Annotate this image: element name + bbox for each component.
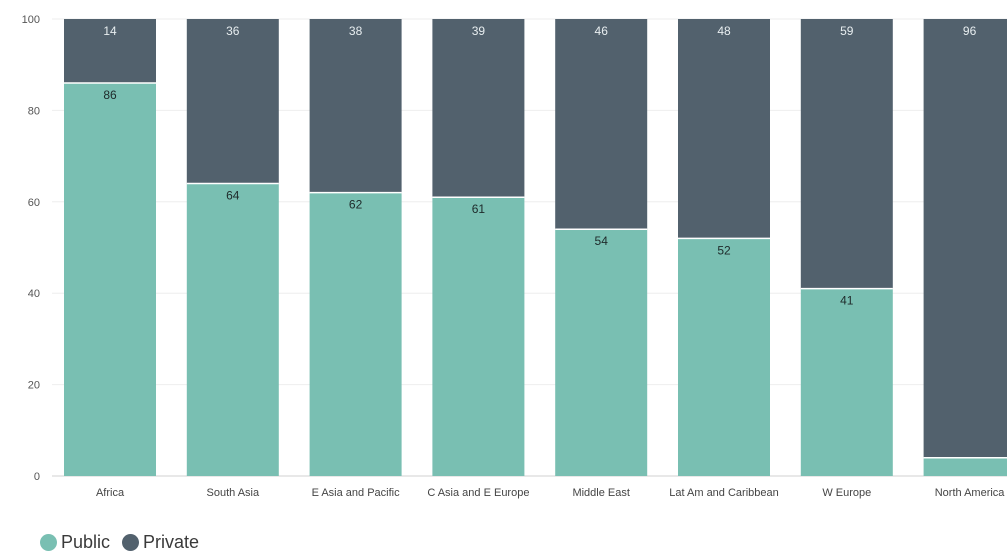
data-label-private: 59 [840, 24, 854, 38]
data-label-public: 62 [349, 198, 363, 212]
data-label-private: 96 [963, 24, 977, 38]
data-label-public: 64 [226, 189, 240, 203]
data-label-public: 54 [595, 234, 609, 248]
x-tick-label: C Asia and E Europe [427, 487, 529, 499]
bar-private[interactable] [309, 19, 402, 193]
legend-label-public: Public [61, 532, 111, 552]
legend-item-public[interactable]: Public [40, 532, 110, 553]
y-tick-label: 80 [28, 105, 40, 117]
data-label-private: 46 [595, 24, 609, 38]
bar-public[interactable] [186, 183, 279, 476]
bar-public[interactable] [64, 82, 156, 476]
y-axis: 0 20 40 60 80 100 [22, 14, 40, 483]
x-tick-label: North America [935, 487, 1006, 499]
bar-private[interactable] [800, 19, 893, 289]
x-tick-label: South Asia [207, 487, 260, 499]
data-label-public: 61 [472, 202, 486, 216]
bar-private[interactable] [555, 19, 648, 230]
bar-private[interactable] [186, 19, 279, 184]
y-tick-label: 60 [28, 197, 40, 209]
data-label-public: 52 [717, 243, 731, 257]
data-label-private: 36 [226, 24, 240, 38]
x-tick-label: Africa [96, 487, 125, 499]
data-label-private: 14 [103, 24, 117, 38]
bar-public[interactable] [309, 192, 402, 476]
legend-swatch-private [122, 534, 140, 551]
x-tick-label: W Europe [822, 487, 871, 499]
x-tick-label: Middle East [572, 487, 629, 499]
y-tick-label: 40 [28, 288, 40, 300]
legend-swatch-public [40, 534, 57, 551]
bar-public[interactable] [923, 457, 1007, 476]
x-tick-label: Lat Am and Caribbean [669, 487, 778, 499]
bar-private[interactable] [64, 19, 156, 83]
legend-item-private[interactable]: Private [122, 532, 199, 553]
legend: Public Private [40, 532, 211, 553]
y-tick-label: 20 [28, 380, 40, 392]
bar-public[interactable] [800, 288, 893, 476]
x-axis: Africa South Asia E Asia and Pacific C Asia… [96, 487, 1005, 499]
bar-public[interactable] [432, 197, 525, 477]
bar-private[interactable] [923, 19, 1007, 458]
y-tick-label: 100 [22, 14, 40, 26]
x-tick-label: E Asia and Pacific [312, 487, 401, 499]
legend-label-private: Private [143, 532, 200, 552]
bar-private[interactable] [432, 19, 525, 198]
data-label-private: 38 [349, 24, 363, 38]
y-tick-label: 0 [34, 471, 40, 483]
data-label-public: 86 [103, 88, 117, 102]
bar-private[interactable] [678, 19, 770, 239]
bar-public[interactable] [678, 238, 770, 476]
data-label-public: 41 [840, 294, 854, 308]
data-label-private: 48 [717, 24, 731, 38]
bars: 14 86 36 64 38 62 39 61 46 54 48 52 59 41 96 [64, 19, 1007, 477]
data-label-private: 39 [472, 24, 486, 38]
bar-public[interactable] [555, 229, 648, 476]
